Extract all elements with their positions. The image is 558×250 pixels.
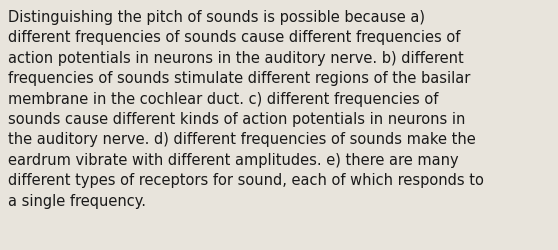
- Text: Distinguishing the pitch of sounds is possible because a)
different frequencies : Distinguishing the pitch of sounds is po…: [8, 10, 484, 208]
